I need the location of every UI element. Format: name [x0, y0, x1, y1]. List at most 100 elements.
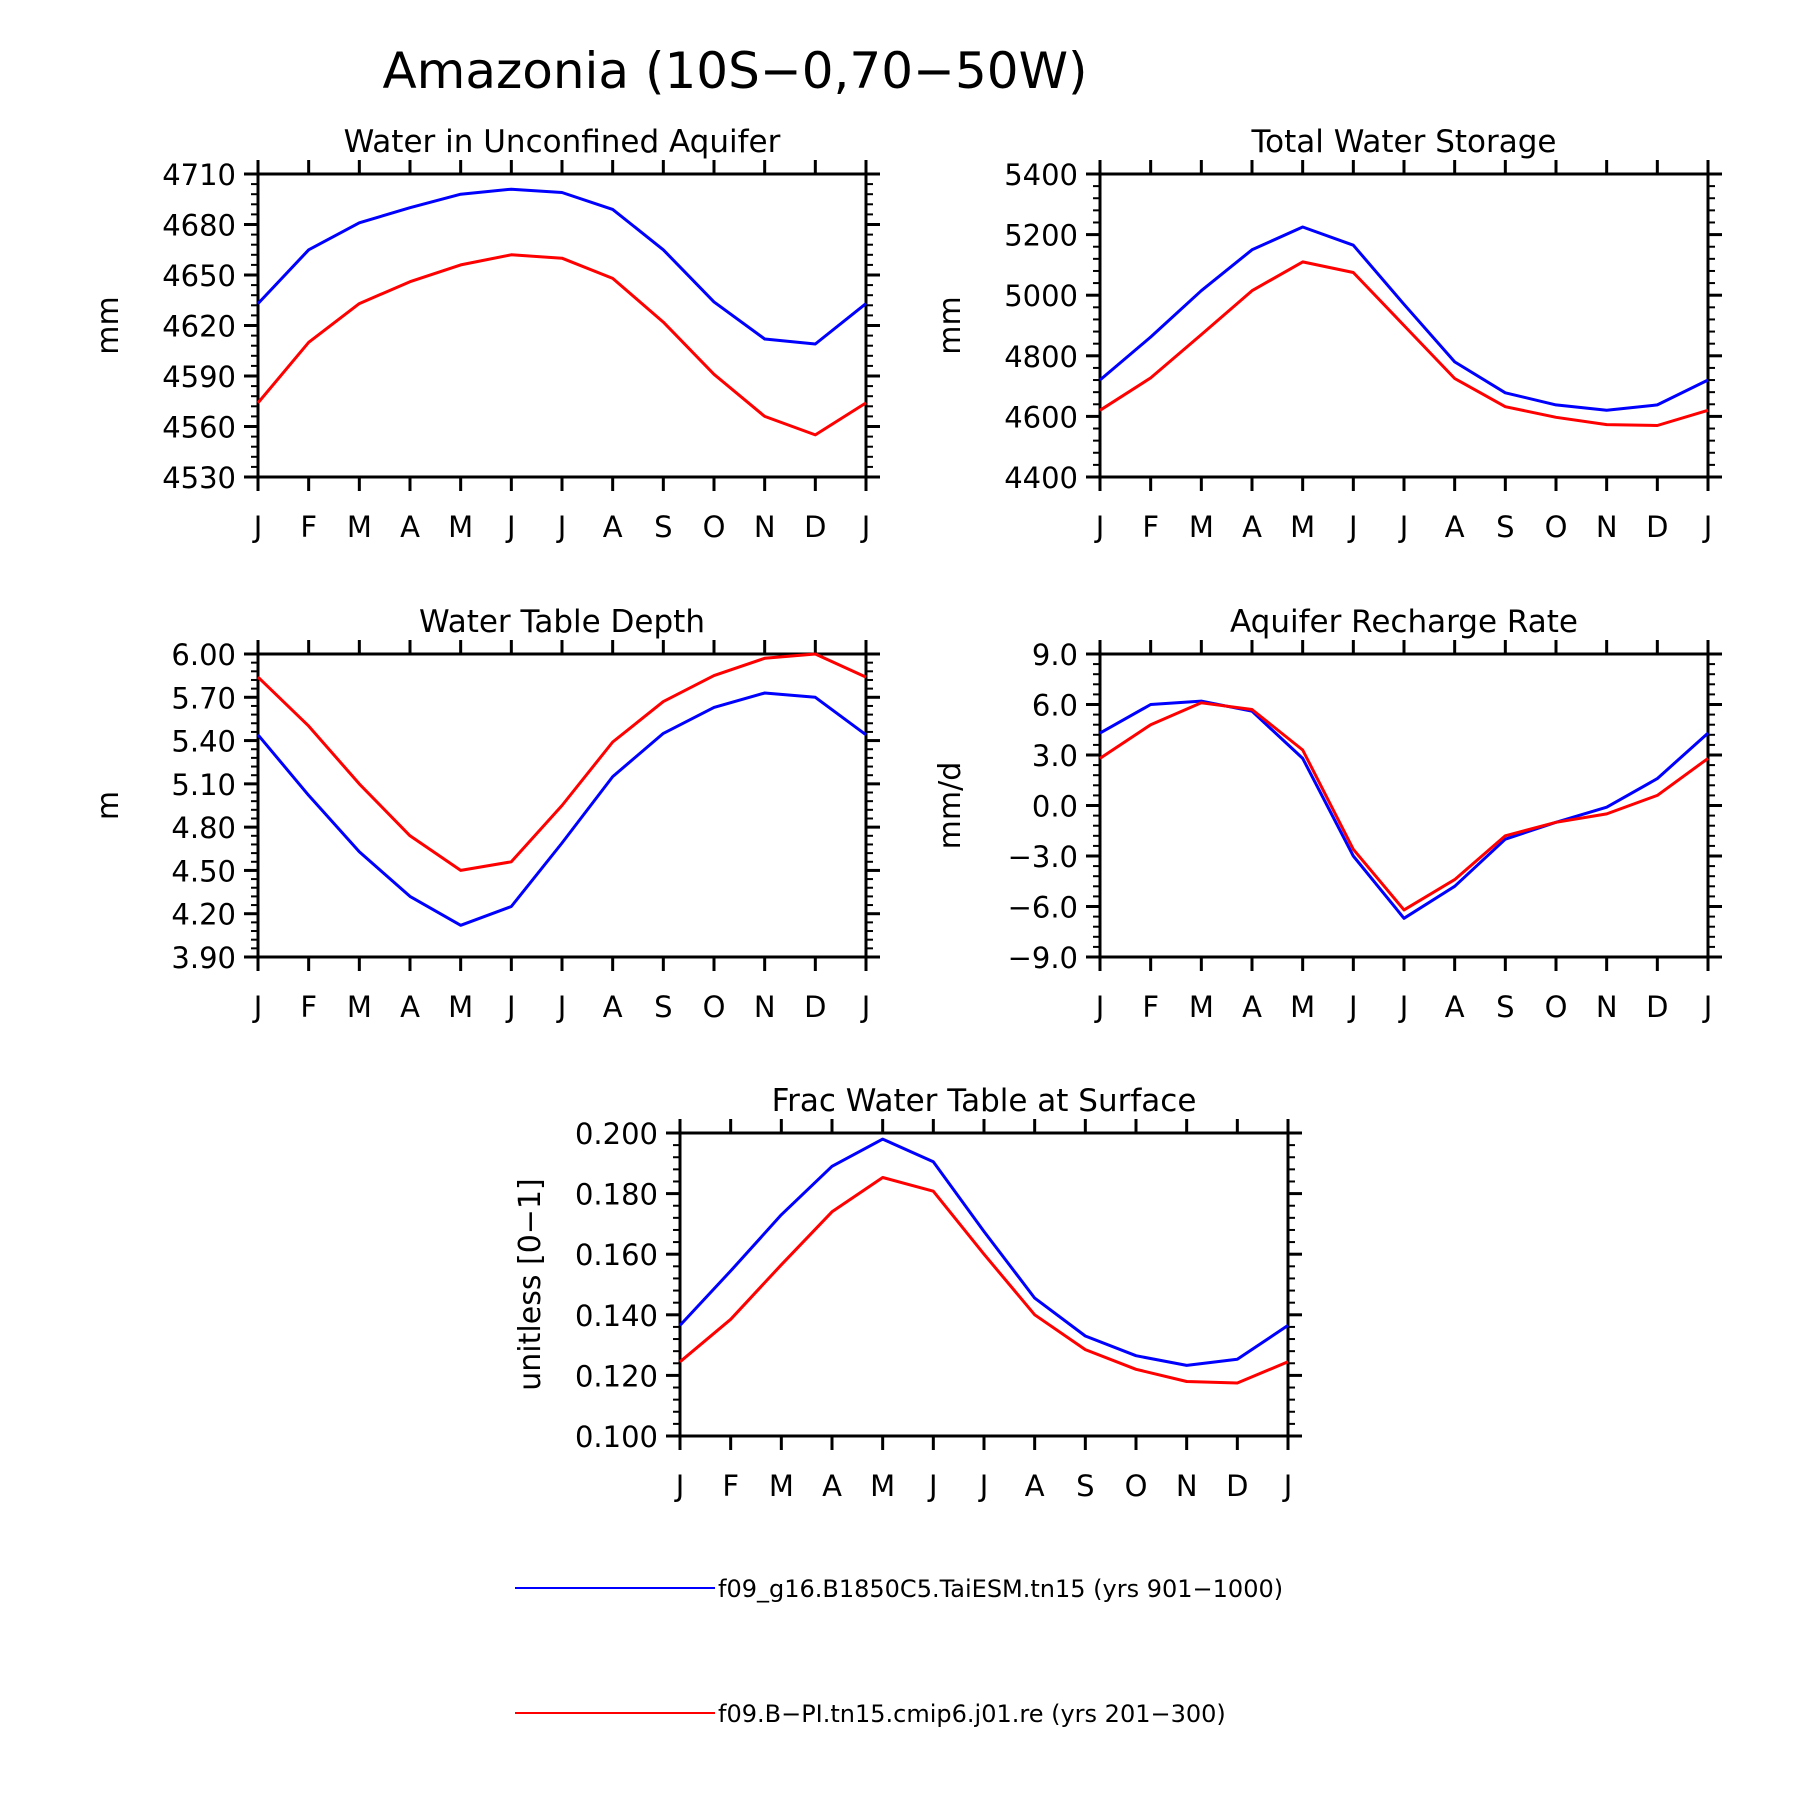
x-tick-label: A [1242, 990, 1262, 1024]
x-tick-label: S [654, 510, 672, 544]
plot-frame [256, 172, 868, 479]
x-tick-label: A [603, 990, 623, 1024]
y-tick-label: −6.0 [1008, 891, 1078, 925]
x-tick-label: A [400, 510, 420, 544]
panel-total-water-storage: J F M A M J J A S O N D J540052005000480046004400Tot… [933, 124, 1722, 544]
y-tick-label: 0.0 [1032, 790, 1078, 824]
x-tick-label: S [1076, 1469, 1094, 1503]
x-tick-label: F [300, 510, 317, 544]
x-tick-label: J [1702, 510, 1713, 544]
x-tick-label: O [703, 990, 726, 1024]
x-tick-label: D [1226, 1469, 1248, 1503]
x-tick-label: M [1290, 510, 1315, 544]
y-tick-label: 0.160 [575, 1238, 658, 1272]
x-tick-label: J [556, 990, 567, 1024]
y-axis-label: mm [91, 296, 126, 354]
y-tick-label: 4590 [162, 360, 236, 394]
legend-label-1: f09_g16.B1850C5.TaiESM.tn15 (yrs 901−100… [718, 1575, 1283, 1603]
x-tick-label: O [1545, 990, 1568, 1024]
y-tick-label: 0.100 [575, 1420, 658, 1454]
y-tick-label: 3.90 [171, 941, 236, 975]
x-tick-label: J [674, 1469, 685, 1503]
y-tick-label: 5.40 [171, 725, 236, 759]
x-tick-label: J [252, 990, 263, 1024]
x-tick-label: J [1282, 1469, 1293, 1503]
series-line-1 [256, 187, 867, 346]
panels: J F M A M J J A S O N D J471046804650462045904560453… [91, 124, 1722, 1503]
series-line-2 [1099, 260, 1709, 427]
x-tick-label: F [1142, 990, 1159, 1024]
x-tick-label: J [978, 1469, 989, 1503]
panel-title: Total Water Storage [1250, 124, 1556, 160]
series-line-2 [679, 1176, 1289, 1385]
x-tick-label: N [754, 990, 776, 1024]
y-axis-label: unitless [0−1] [513, 1178, 548, 1390]
x-tick-label: N [1176, 1469, 1198, 1503]
y-axis-label: mm [933, 296, 968, 354]
legend-label-2: f09.B−PI.tn15.cmip6.j01.re (yrs 201−300) [718, 1700, 1226, 1728]
y-tick-label: 4710 [162, 158, 236, 192]
x-tick-label: J [1094, 990, 1105, 1024]
series-line-1 [1099, 225, 1709, 412]
y-tick-label: 6.00 [171, 638, 236, 672]
x-tick-label: M [870, 1469, 895, 1503]
x-tick-label: J [860, 990, 871, 1024]
panel-title: Frac Water Table at Surface [772, 1083, 1197, 1119]
x-tick-label: O [703, 510, 726, 544]
y-tick-label: 4.50 [171, 854, 236, 888]
x-tick-label: F [300, 990, 317, 1024]
x-tick-label: A [1242, 510, 1262, 544]
series-line-2 [256, 253, 867, 437]
y-tick-label: 0.140 [575, 1299, 658, 1333]
panel-aquifer-water: J F M A M J J A S O N D J471046804650462045904560453… [91, 124, 880, 544]
x-tick-label: J [556, 510, 567, 544]
x-tick-label: J [860, 510, 871, 544]
y-tick-label: 5400 [1004, 158, 1078, 192]
plot-frame [1098, 652, 1710, 959]
x-tick-label: J [505, 510, 516, 544]
series-line-2 [256, 652, 867, 872]
y-tick-label: 4800 [1004, 340, 1078, 374]
y-tick-label: 0.200 [575, 1117, 658, 1151]
y-tick-label: 5000 [1004, 279, 1078, 313]
y-tick-label: 5.10 [171, 768, 236, 802]
y-tick-label: −9.0 [1008, 941, 1078, 975]
panel-title: Water Table Depth [419, 604, 705, 640]
y-tick-label: 4530 [162, 461, 236, 495]
x-tick-label: M [347, 510, 372, 544]
y-axis-label: m [91, 791, 126, 820]
y-tick-label: 4620 [162, 310, 236, 344]
x-tick-label: O [1545, 510, 1568, 544]
figure-title: Amazonia (10S−0,70−50W) [382, 42, 1087, 100]
x-tick-label: M [448, 510, 473, 544]
x-tick-label: J [252, 510, 263, 544]
x-tick-label: M [347, 990, 372, 1024]
y-tick-label: 4.20 [171, 898, 236, 932]
y-tick-label: 3.0 [1032, 739, 1078, 773]
y-tick-label: 0.120 [575, 1359, 658, 1393]
x-tick-label: J [505, 990, 516, 1024]
x-tick-label: J [1398, 510, 1409, 544]
series-line-1 [256, 691, 867, 927]
x-tick-label: M [1189, 990, 1214, 1024]
x-tick-label: M [1189, 510, 1214, 544]
x-tick-label: J [927, 1469, 938, 1503]
y-tick-label: 5200 [1004, 219, 1078, 253]
x-tick-label: J [1094, 510, 1105, 544]
x-tick-label: S [1496, 990, 1514, 1024]
x-tick-label: J [1702, 990, 1713, 1024]
legend: f09_g16.B1850C5.TaiESM.tn15 (yrs 901−100… [515, 1575, 1283, 1728]
x-tick-label: M [1290, 990, 1315, 1024]
y-tick-label: 5.70 [171, 681, 236, 715]
y-tick-label: 6.0 [1032, 689, 1078, 723]
x-tick-label: J [1347, 990, 1358, 1024]
series-line-1 [1099, 699, 1710, 920]
x-tick-label: A [1445, 510, 1465, 544]
x-tick-label: D [804, 990, 826, 1024]
y-tick-label: −3.0 [1008, 840, 1078, 874]
y-tick-label: 4680 [162, 209, 236, 243]
x-tick-label: J [1398, 990, 1409, 1024]
x-tick-label: M [448, 990, 473, 1024]
x-tick-label: A [603, 510, 623, 544]
